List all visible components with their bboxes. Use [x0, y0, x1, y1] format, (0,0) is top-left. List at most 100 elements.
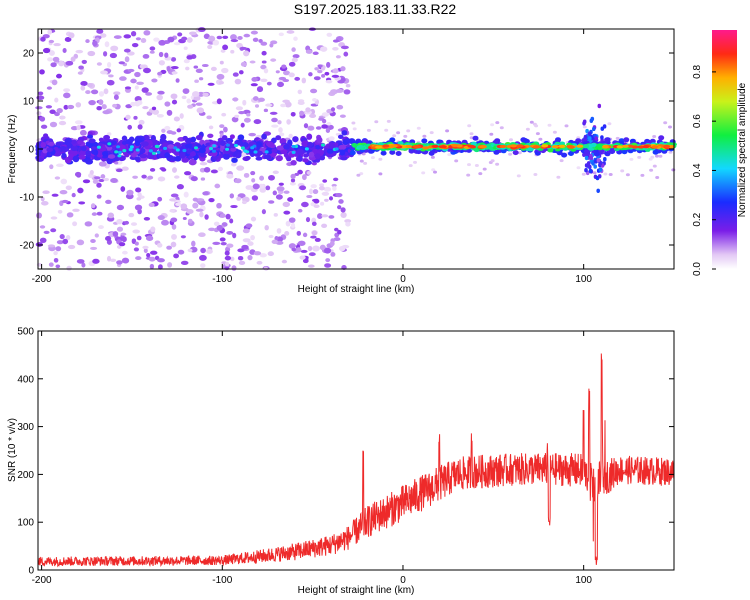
spectrogram-cell: [120, 232, 127, 236]
spectrogram-cell: [136, 100, 143, 106]
spectrogram-cell: [175, 148, 180, 152]
spectrogram-cell: [151, 106, 157, 111]
spectrogram-cell: [467, 163, 471, 167]
spectrogram-cell: [322, 179, 328, 183]
spectrogram-cell: [555, 137, 561, 143]
spectrogram-cell: [157, 176, 166, 182]
spectrogram-cell: [278, 127, 283, 133]
spectrogram-cell: [61, 152, 67, 159]
spectrogram-cell: [103, 177, 110, 182]
spectrogram-cell: [224, 266, 230, 271]
spectrogram-cell: [148, 202, 155, 208]
spectrogram-cell: [403, 134, 408, 138]
spectrogram-cell: [48, 39, 55, 44]
spectrogram-cell: [312, 51, 319, 56]
spectrogram-cell: [115, 168, 123, 173]
spectrogram-cell: [121, 166, 129, 171]
spectrogram-cell: [134, 85, 139, 90]
spectrogram-cell: [266, 81, 272, 86]
spectrogram-cell: [649, 168, 654, 172]
spectrogram-cell: [291, 57, 298, 63]
spectrogram-cell: [136, 197, 142, 201]
spectrogram-cell: [134, 156, 141, 162]
spectrogram-cell: [195, 102, 203, 106]
spectrogram-cell: [397, 141, 404, 146]
spectrogram-cell: [180, 235, 186, 239]
spectrogram-cell: [326, 121, 332, 126]
spectrogram-cell: [62, 48, 67, 53]
spectrogram-cell: [100, 70, 108, 75]
spectrogram-cell: [584, 163, 589, 168]
spectrogram-cell: [49, 109, 56, 115]
spectrogram-cell: [39, 116, 46, 122]
spectrogram-cell: [339, 149, 346, 156]
y-tick-label: 0: [28, 145, 34, 156]
spectrogram-cell: [356, 173, 361, 177]
spectrogram-cell: [208, 35, 216, 42]
spectrogram-cell: [235, 106, 243, 111]
spectrogram-cell: [594, 136, 598, 141]
spectrogram-cell: [247, 241, 254, 246]
spectrogram-cell: [363, 161, 368, 165]
spectrogram-cell: [340, 156, 348, 161]
spectrogram-cell: [359, 172, 364, 176]
spectrogram-cell: [206, 115, 212, 120]
spectrogram-cell: [343, 51, 349, 57]
spectrogram-cell: [291, 47, 296, 52]
spectrogram-cell: [576, 166, 581, 170]
spectrogram-cell: [584, 149, 590, 155]
spectrogram-cell: [141, 174, 147, 179]
spectrogram-cell: [72, 221, 78, 227]
spectrogram-cell: [380, 150, 387, 156]
spectrogram-cell: [121, 236, 127, 243]
spectrogram-cell: [96, 194, 102, 199]
spectrogram-cell: [281, 259, 288, 264]
spectrogram-cell: [140, 141, 149, 147]
spectrogram-cell: [124, 86, 132, 90]
spectrogram-cell: [89, 170, 94, 175]
spectrogram-cell: [220, 49, 226, 53]
spectrogram-cell: [509, 138, 513, 142]
spectrogram-cell: [299, 110, 305, 116]
spectrogram-cell: [151, 151, 156, 155]
spectrogram-cell: [47, 141, 55, 146]
spectrogram-cell: [596, 143, 603, 148]
spectrogram-cell: [648, 157, 653, 161]
spectrogram-cell: [149, 50, 155, 54]
spectrogram-cell: [203, 33, 210, 40]
spectrogram-cell: [96, 211, 103, 216]
spectrogram-cell: [59, 234, 65, 240]
spectrogram-cell: [547, 148, 554, 153]
spectrogram-cell: [70, 145, 78, 152]
spectrogram-cell: [283, 210, 291, 215]
spectrogram-cell: [340, 66, 346, 72]
spectrogram-cell: [76, 259, 85, 264]
spectrogram-cell: [431, 144, 439, 148]
spectrogram-cell: [313, 198, 320, 204]
spectrogram-cell: [293, 36, 298, 41]
spectrogram-cell: [652, 164, 657, 168]
spectrogram-cell: [149, 168, 156, 172]
spectrogram-cell: [106, 79, 115, 86]
spectrogram-cell: [77, 140, 84, 145]
spectrogram-cell: [291, 150, 296, 154]
spectrogram-cell: [390, 144, 398, 148]
spectrogram-cell: [413, 160, 417, 164]
spectrogram-cell: [151, 78, 158, 83]
spectrogram-cell: [243, 149, 248, 153]
spectrogram-cell: [191, 240, 196, 247]
spectrogram-cell: [74, 171, 82, 177]
spectrogram-cell: [316, 136, 323, 144]
spectrogram-cell: [345, 221, 351, 227]
spectrogram-cell: [173, 146, 178, 150]
spectrogram-cell: [336, 104, 344, 110]
spectrogram-cell: [81, 145, 87, 152]
spectrogram-cell: [90, 246, 98, 250]
spectrogram-cell: [366, 128, 371, 132]
spectrogram-cell: [305, 217, 311, 223]
spectrogram-cell: [334, 227, 339, 232]
spectrogram-cell: [375, 145, 383, 149]
spectrogram-cell: [103, 88, 109, 95]
spectrogram-cell: [328, 196, 334, 201]
spectrogram-cell: [287, 197, 294, 202]
